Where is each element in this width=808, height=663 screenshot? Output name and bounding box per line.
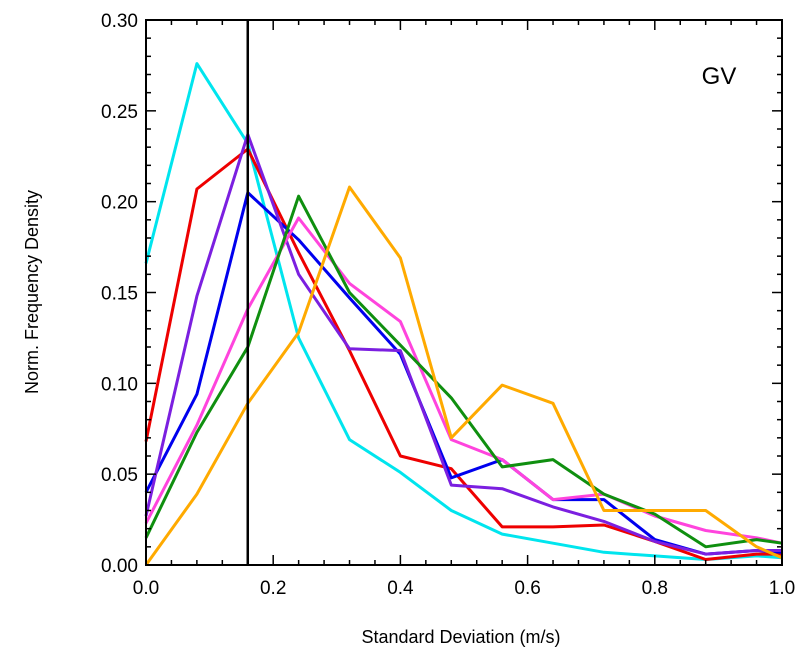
x-tick-label: 0.0 bbox=[133, 578, 159, 599]
x-tick-label: 0.6 bbox=[514, 578, 540, 599]
y-tick-label: 0.15 bbox=[101, 284, 138, 305]
x-tick-label: 0.4 bbox=[387, 578, 414, 599]
y-tick-label: 0.25 bbox=[101, 102, 138, 123]
labels-layer: 0.0 0.2 0.4 0.6 0.8 1.0 0.00 0.05 0.10 0.15 0.20 0.… bbox=[101, 11, 795, 599]
x-axis-title: Standard Deviation (m/s) bbox=[361, 627, 560, 647]
series-line-3 bbox=[144, 191, 783, 556]
y-tick-label: 0.10 bbox=[101, 374, 138, 395]
series-line-5 bbox=[144, 216, 783, 545]
y-tick-label: 0.05 bbox=[101, 465, 138, 486]
series-line-7 bbox=[144, 185, 783, 566]
x-tick-label: 0.8 bbox=[642, 578, 668, 599]
series-line-2 bbox=[144, 147, 782, 561]
y-tick-label: 0.00 bbox=[101, 556, 138, 577]
y-tick-label: 0.30 bbox=[101, 11, 138, 32]
y-tick-label: 0.20 bbox=[101, 193, 138, 214]
x-tick-label: 0.2 bbox=[260, 578, 286, 599]
series-layer bbox=[144, 62, 783, 566]
series-line-6 bbox=[144, 194, 783, 549]
series-line-4 bbox=[144, 132, 782, 556]
panel-annotation: GV bbox=[702, 63, 737, 90]
y-axis-title: Norm. Frequency Density bbox=[22, 190, 42, 394]
plot-frame bbox=[145, 19, 783, 566]
x-tick-label: 1.0 bbox=[769, 578, 795, 599]
series-line-1 bbox=[144, 62, 783, 561]
